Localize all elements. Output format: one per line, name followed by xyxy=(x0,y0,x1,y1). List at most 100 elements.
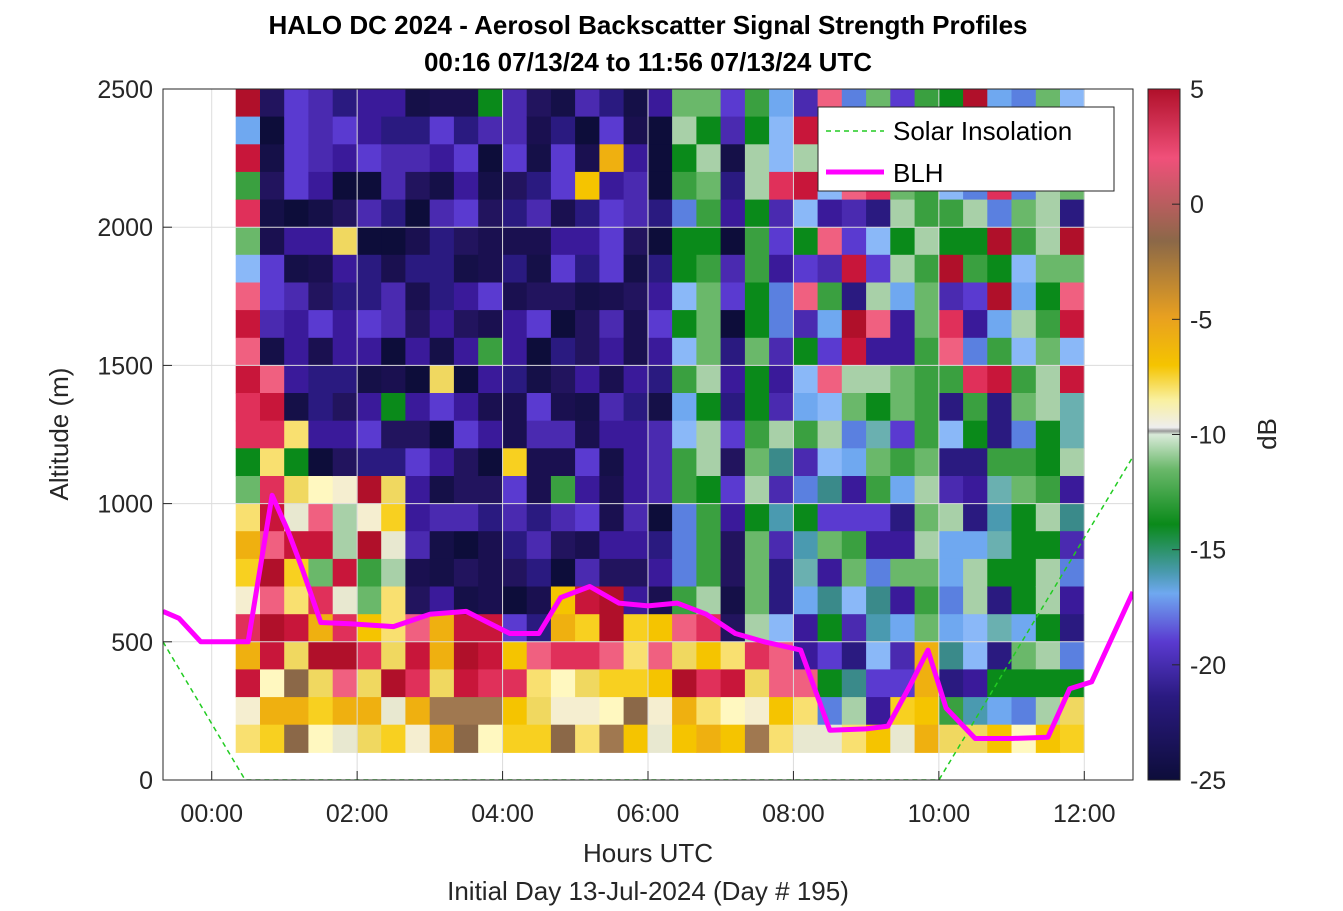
heatmap-cell xyxy=(963,365,988,394)
heatmap-cell xyxy=(914,337,940,366)
heatmap-cell xyxy=(647,697,673,726)
heatmap-cell xyxy=(672,476,697,505)
heatmap-cell xyxy=(332,89,358,118)
heatmap-cell xyxy=(284,365,309,394)
heatmap-cell xyxy=(1035,531,1061,560)
heatmap-cell xyxy=(793,476,819,505)
heatmap-cell xyxy=(696,89,722,118)
heatmap-cell xyxy=(235,310,261,339)
heatmap-cell xyxy=(235,641,261,670)
heatmap-cell xyxy=(429,254,455,283)
heatmap-cell xyxy=(841,531,867,560)
heatmap-cell xyxy=(235,476,261,505)
heatmap-cell xyxy=(308,337,334,366)
heatmap-cell xyxy=(599,476,625,505)
heatmap-cell xyxy=(963,282,988,311)
heatmap-cell xyxy=(599,365,625,394)
heatmap-cell xyxy=(647,531,673,560)
heatmap-cell xyxy=(550,724,576,753)
heatmap-cell xyxy=(308,393,334,422)
heatmap-cell xyxy=(987,227,1013,256)
heatmap-cell xyxy=(381,227,406,256)
heatmap-cell xyxy=(429,365,455,394)
heatmap-cell xyxy=(453,337,479,366)
heatmap-cell xyxy=(1060,586,1085,615)
heatmap-cell xyxy=(866,586,891,615)
heatmap-cell xyxy=(599,89,625,118)
heatmap-cell xyxy=(647,641,673,670)
heatmap-cell xyxy=(744,199,770,228)
heatmap-cell xyxy=(235,337,261,366)
heatmap-cell xyxy=(841,393,867,422)
heatmap-cell xyxy=(817,476,843,505)
heatmap-cell xyxy=(550,282,576,311)
heatmap-cell xyxy=(963,337,988,366)
heatmap-cell xyxy=(672,365,697,394)
heatmap-cell xyxy=(308,310,334,339)
heatmap-cell xyxy=(502,697,528,726)
heatmap-cell xyxy=(550,310,576,339)
heatmap-cell xyxy=(381,144,406,173)
heatmap-cell xyxy=(696,697,722,726)
heatmap-cell xyxy=(890,448,916,477)
heatmap-cell xyxy=(720,171,746,201)
heatmap-cell xyxy=(672,724,697,753)
heatmap-cell xyxy=(890,227,916,256)
heatmap-cell xyxy=(550,393,576,422)
heatmap-cell xyxy=(502,282,528,311)
heatmap-cell xyxy=(866,503,891,532)
heatmap-cell xyxy=(356,586,382,615)
heatmap-cell xyxy=(502,144,528,173)
heatmap-cell xyxy=(647,420,673,449)
heatmap-cell xyxy=(914,227,940,256)
heatmap-cell xyxy=(817,282,843,311)
heatmap-cell xyxy=(599,282,625,311)
heatmap-cell xyxy=(963,558,988,588)
heatmap-cell xyxy=(284,614,309,643)
heatmap-cell xyxy=(696,420,722,449)
heatmap-cell xyxy=(744,171,770,201)
heatmap-cell xyxy=(381,89,406,118)
heatmap-cell xyxy=(817,503,843,532)
heatmap-cell xyxy=(526,641,552,670)
heatmap-cell xyxy=(502,365,528,394)
heatmap-cell xyxy=(841,558,867,588)
heatmap-cell xyxy=(502,531,528,560)
heatmap-cell xyxy=(647,393,673,422)
heatmap-cell xyxy=(381,393,406,422)
heatmap-cell xyxy=(284,669,309,698)
heatmap-cell xyxy=(914,697,940,726)
heatmap-cell xyxy=(1011,448,1037,477)
heatmap-cell xyxy=(575,337,600,366)
heatmap-cell xyxy=(260,254,285,283)
y-tick-label: 1500 xyxy=(97,352,153,380)
heatmap-cell xyxy=(502,420,528,449)
heatmap-cell xyxy=(453,531,479,560)
heatmap-cell xyxy=(963,476,988,505)
heatmap-cell xyxy=(744,116,770,145)
heatmap-cell xyxy=(478,531,503,560)
heatmap-cell xyxy=(793,254,819,283)
y-tick-label: 1000 xyxy=(97,491,153,519)
heatmap-cell xyxy=(429,310,455,339)
heatmap-cell xyxy=(720,531,746,560)
heatmap-cell xyxy=(356,614,382,643)
heatmap-cell xyxy=(623,641,649,670)
heatmap-cell xyxy=(720,282,746,311)
heatmap-cell xyxy=(260,614,285,643)
heatmap-cell xyxy=(623,144,649,173)
heatmap-cell xyxy=(793,171,819,201)
x-tick-label: 06:00 xyxy=(617,800,680,828)
heatmap-cell xyxy=(429,393,455,422)
heatmap-cell xyxy=(1035,254,1061,283)
heatmap-cell xyxy=(356,476,382,505)
heatmap-cell xyxy=(817,365,843,394)
heatmap-cell xyxy=(841,199,867,228)
heatmap-cell xyxy=(841,310,867,339)
heatmap-cell xyxy=(647,116,673,145)
heatmap-cell xyxy=(720,393,746,422)
heatmap-cell xyxy=(478,393,503,422)
y-tick-label: 0 xyxy=(139,767,153,795)
heatmap-cell xyxy=(599,337,625,366)
heatmap-cell xyxy=(260,89,285,118)
